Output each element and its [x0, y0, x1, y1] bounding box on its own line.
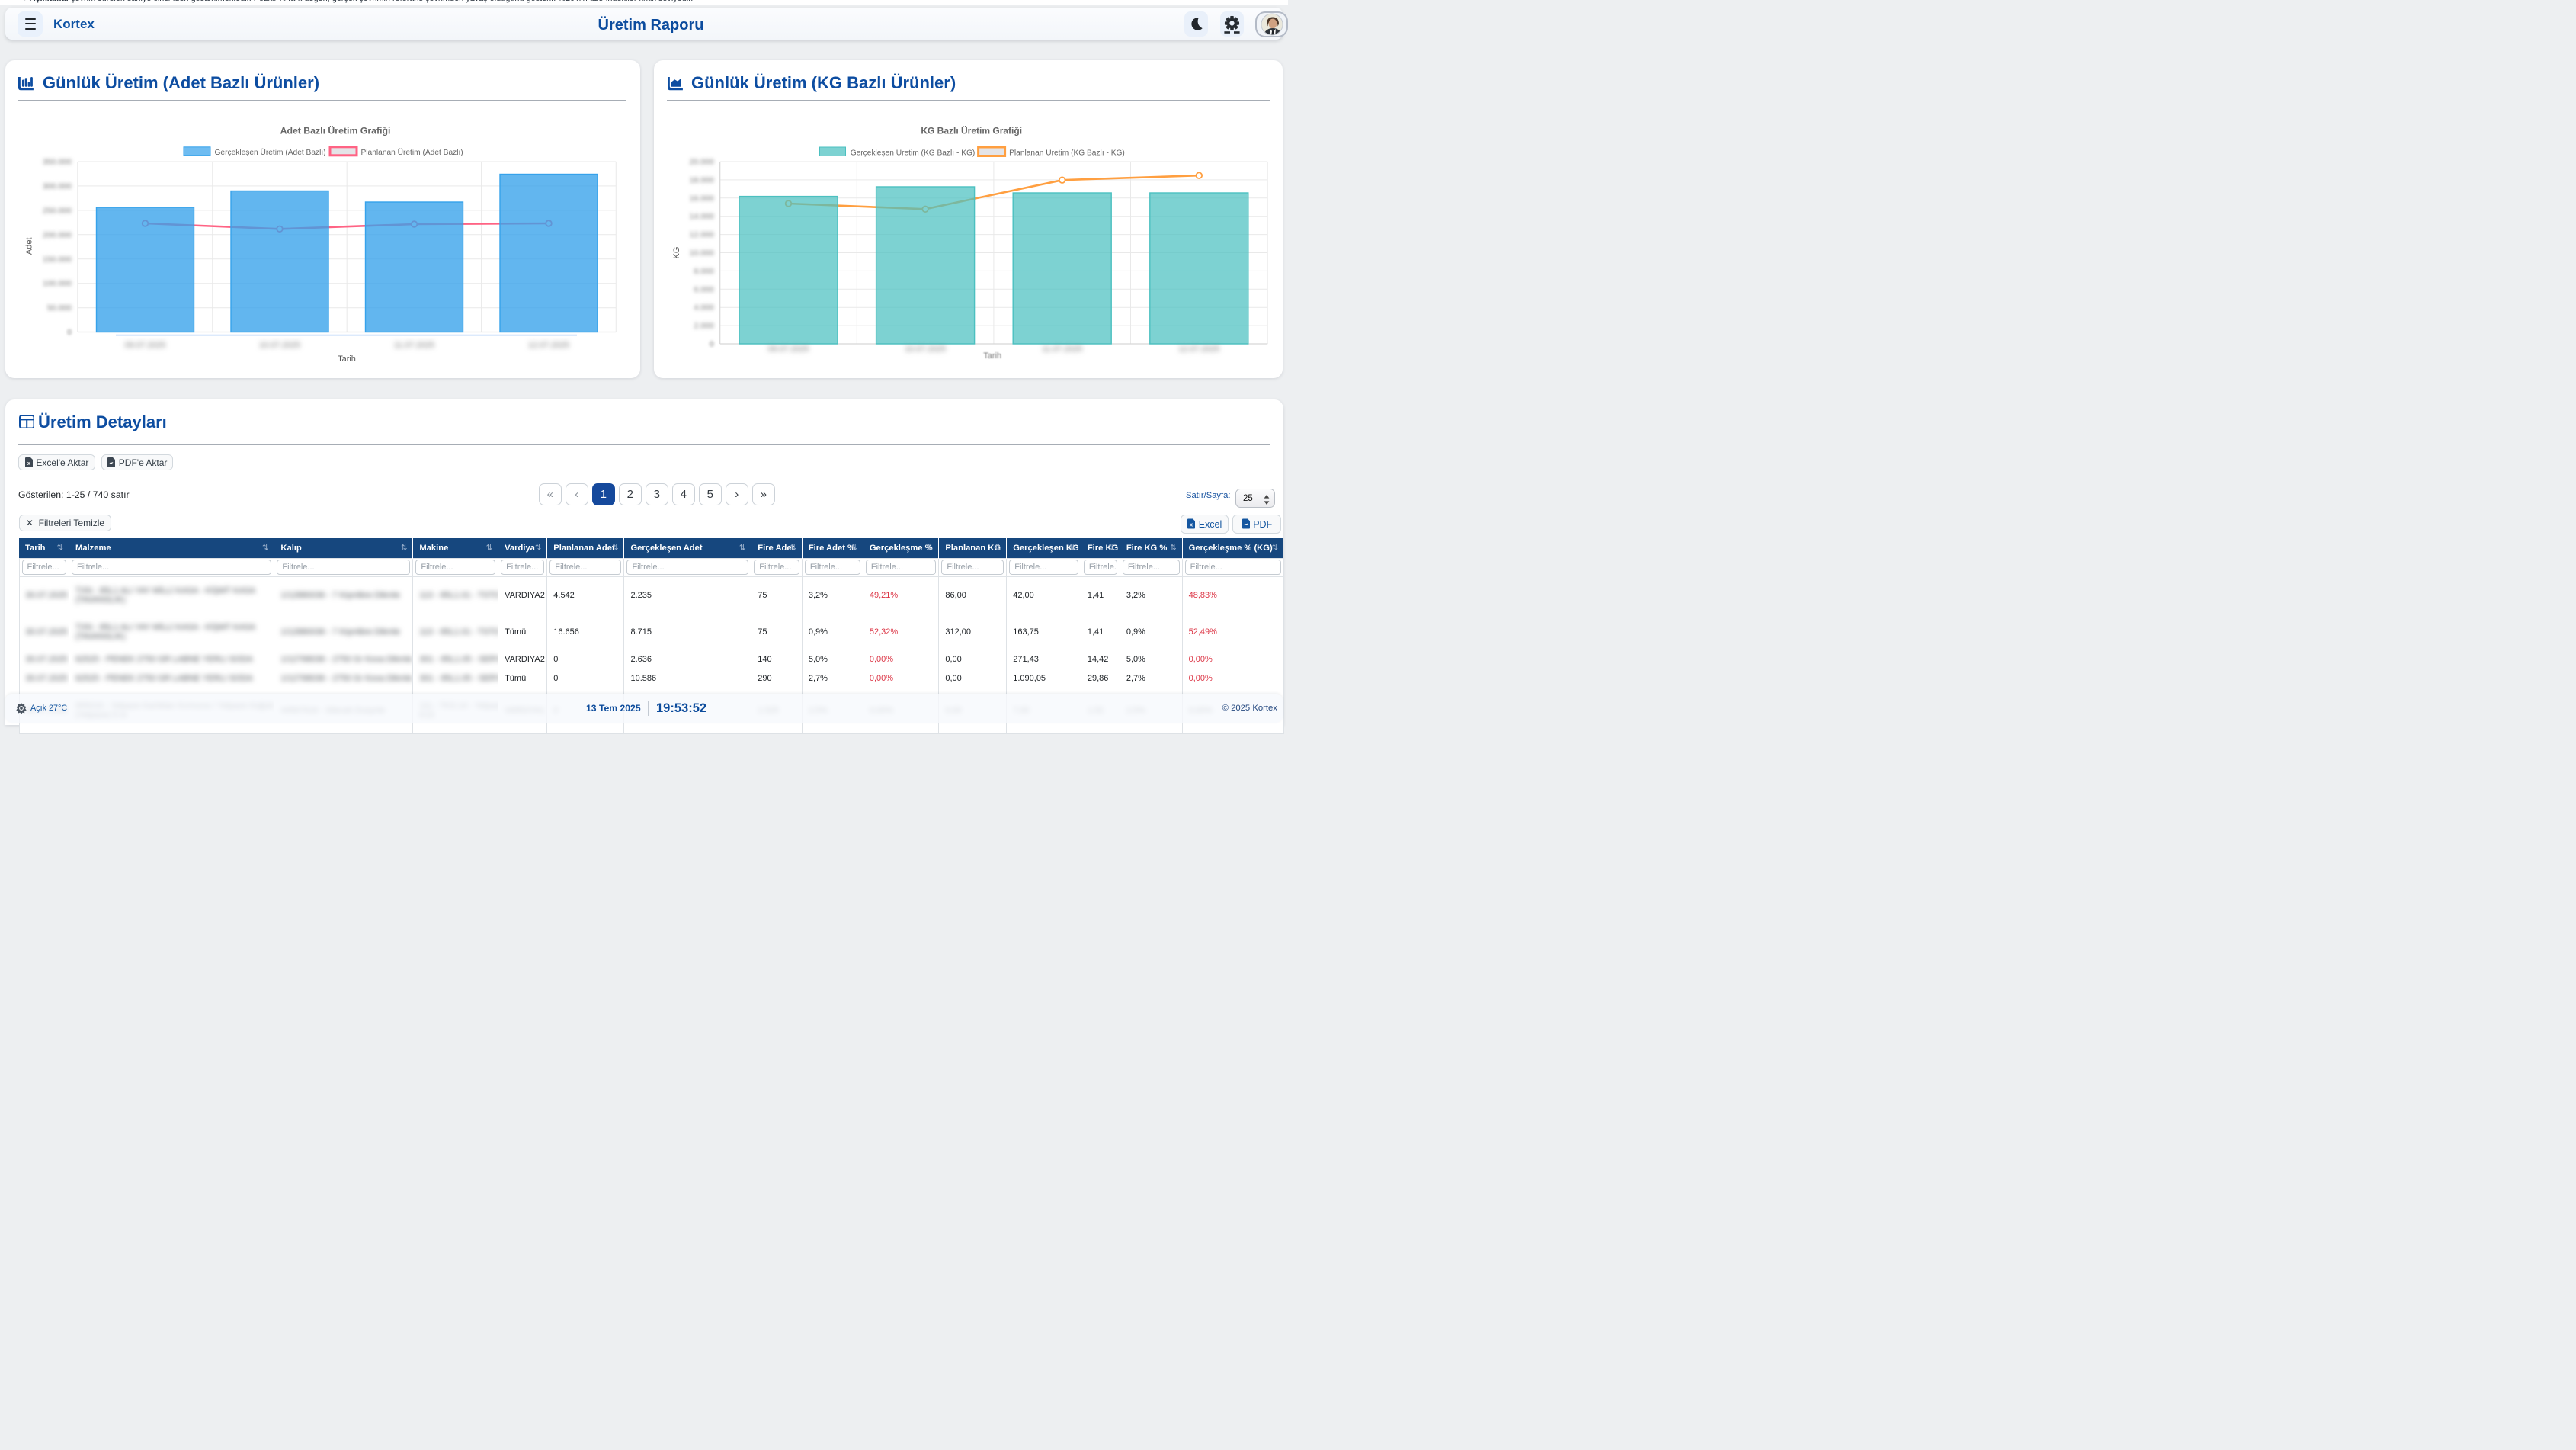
svg-text:12.07.2025: 12.07.2025: [1178, 345, 1219, 354]
svg-text:09.07.2025: 09.07.2025: [767, 345, 809, 354]
svg-text:Planlanan Üretim (Adet Bazlı): Planlanan Üretim (Adet Bazlı): [361, 148, 463, 157]
svg-text:150.000: 150.000: [43, 255, 72, 264]
svg-text:14.000: 14.000: [689, 212, 713, 221]
svg-text:16.000: 16.000: [689, 194, 713, 203]
svg-text:Adet Bazlı Üretim Grafiği: Adet Bazlı Üretim Grafiği: [280, 125, 391, 136]
svg-text:10.000: 10.000: [689, 249, 713, 258]
svg-text:300.000: 300.000: [43, 181, 72, 191]
svg-text:KG Bazlı Üretim Grafiği: KG Bazlı Üretim Grafiği: [921, 125, 1022, 136]
svg-text:Gerçekleşen Üretim (Adet Bazlı: Gerçekleşen Üretim (Adet Bazlı): [215, 148, 326, 157]
svg-text:11.07.2025: 11.07.2025: [394, 341, 434, 350]
svg-text:KG: KG: [672, 247, 681, 259]
svg-text:18.000: 18.000: [689, 175, 713, 184]
svg-text:10.07.2025: 10.07.2025: [905, 345, 946, 354]
svg-text:4.000: 4.000: [694, 303, 713, 313]
svg-text:Tarih: Tarih: [338, 354, 356, 364]
svg-text:20.000: 20.000: [689, 158, 713, 167]
svg-text:0: 0: [67, 328, 72, 337]
svg-text:50.000: 50.000: [47, 303, 72, 313]
svg-text:2.000: 2.000: [694, 322, 713, 331]
svg-text:x: x: [27, 460, 31, 467]
svg-text:09.07.2025: 09.07.2025: [124, 341, 165, 350]
svg-text:100.000: 100.000: [43, 279, 72, 288]
svg-text:Tarih: Tarih: [983, 351, 1001, 361]
svg-text:11.07.2025: 11.07.2025: [1042, 345, 1082, 354]
svg-text:12.000: 12.000: [689, 230, 713, 239]
svg-text:200.000: 200.000: [43, 230, 72, 239]
svg-text:6.000: 6.000: [694, 285, 713, 294]
svg-text:Adet: Adet: [25, 237, 34, 255]
svg-text:x: x: [1190, 521, 1193, 528]
svg-text:8.000: 8.000: [694, 267, 713, 276]
svg-text:Gerçekleşen Üretim (KG Bazlı -: Gerçekleşen Üretim (KG Bazlı - KG): [850, 149, 975, 158]
svg-text:250.000: 250.000: [43, 206, 72, 215]
svg-text:350.000: 350.000: [43, 158, 72, 167]
svg-text:12.07.2025: 12.07.2025: [528, 341, 569, 350]
svg-text:10.07.2025: 10.07.2025: [259, 341, 300, 350]
svg-text:Planlanan Üretim (KG Bazlı - K: Planlanan Üretim (KG Bazlı - KG): [1009, 149, 1125, 158]
svg-text:0: 0: [710, 340, 714, 349]
